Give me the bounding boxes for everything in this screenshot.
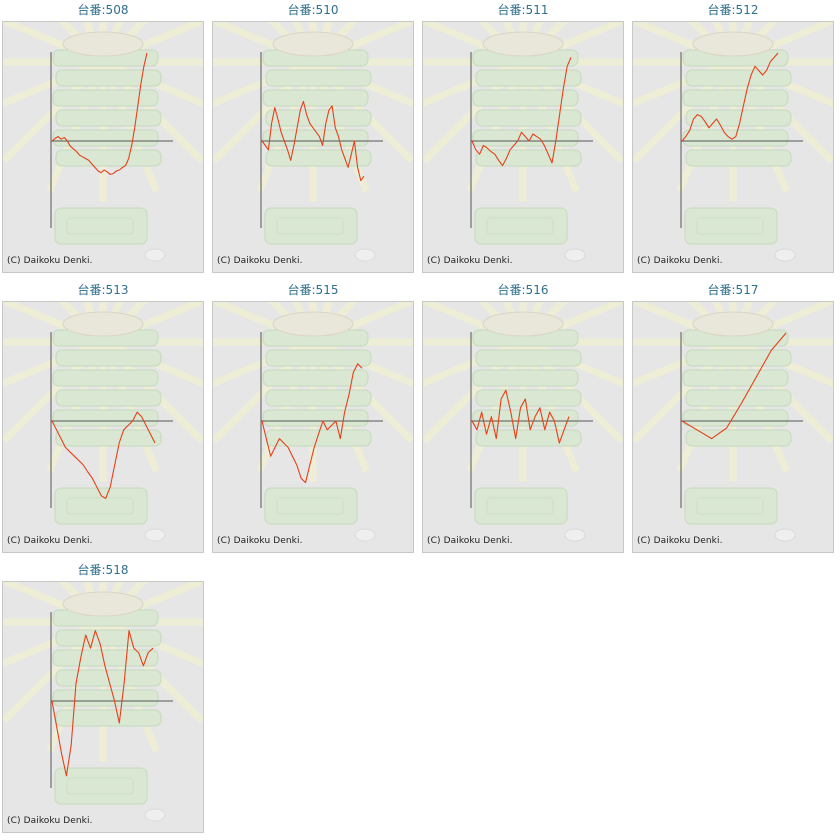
chart-panel: (C) Daikoku Denki.: [212, 301, 414, 553]
chart-title[interactable]: 台番:511: [497, 3, 549, 17]
copyright-text: (C) Daikoku Denki.: [427, 536, 513, 546]
chart-panel: (C) Daikoku Denki.: [2, 581, 204, 833]
series-line: [681, 332, 787, 440]
copyright-text: (C) Daikoku Denki.: [7, 256, 93, 266]
chart-cell: 台番:510 (C) Daikoku Denki.: [210, 0, 416, 276]
chart-svg: [213, 302, 413, 542]
chart-title[interactable]: 台番:512: [707, 3, 759, 17]
copyright-text: (C) Daikoku Denki.: [217, 256, 303, 266]
chart-cell: 台番:518 (C) Daikoku Denki.: [0, 560, 206, 836]
series-line: [51, 411, 156, 499]
chart-svg: [633, 22, 833, 262]
chart-cell: 台番:517 (C) Daikoku Denki.: [630, 280, 836, 556]
chart-title[interactable]: 台番:510: [287, 3, 339, 17]
chart-title[interactable]: 台番:513: [77, 283, 129, 297]
chart-panel: (C) Daikoku Denki.: [632, 21, 834, 273]
copyright-text: (C) Daikoku Denki.: [427, 256, 513, 266]
chart-cell: 台番:513 (C) Daikoku Denki.: [0, 280, 206, 556]
background-art: [633, 22, 833, 262]
copyright-text: (C) Daikoku Denki.: [637, 536, 723, 546]
background-art: [3, 582, 203, 822]
series-line: [51, 630, 154, 777]
chart-title[interactable]: 台番:516: [497, 283, 549, 297]
background-art: [423, 302, 623, 542]
chart-svg: [3, 22, 203, 262]
chart-svg: [423, 302, 623, 542]
background-art: [3, 302, 203, 542]
chart-title[interactable]: 台番:515: [287, 283, 339, 297]
series-line: [471, 389, 570, 444]
chart-cell: 台番:515 (C) Daikoku Denki.: [210, 280, 416, 556]
chart-panel: (C) Daikoku Denki.: [422, 21, 624, 273]
background-art: [213, 302, 413, 542]
chart-panel: (C) Daikoku Denki.: [2, 301, 204, 553]
series-line: [51, 52, 148, 175]
background-art: [633, 302, 833, 542]
chart-cell: 台番:512 (C) Daikoku Denki.: [630, 0, 836, 276]
background-art: [3, 22, 203, 262]
chart-cell: 台番:511 (C) Daikoku Denki.: [420, 0, 626, 276]
chart-title[interactable]: 台番:508: [77, 3, 129, 17]
chart-panel: (C) Daikoku Denki.: [632, 301, 834, 553]
chart-panel: (C) Daikoku Denki.: [212, 21, 414, 273]
chart-cell: 台番:516 (C) Daikoku Denki.: [420, 280, 626, 556]
copyright-text: (C) Daikoku Denki.: [217, 536, 303, 546]
chart-svg: [3, 582, 203, 822]
series-line: [261, 363, 363, 484]
copyright-text: (C) Daikoku Denki.: [7, 536, 93, 546]
chart-title[interactable]: 台番:517: [707, 283, 759, 297]
chart-svg: [633, 302, 833, 542]
series-line: [471, 57, 572, 167]
background-art: [423, 22, 623, 262]
chart-svg: [213, 22, 413, 262]
chart-cell: 台番:508 (C) Daikoku Denki.: [0, 0, 206, 276]
chart-svg: [423, 22, 623, 262]
series-line: [261, 100, 365, 182]
copyright-text: (C) Daikoku Denki.: [637, 256, 723, 266]
series-line: [681, 52, 779, 142]
chart-panel: (C) Daikoku Denki.: [422, 301, 624, 553]
background-art: [213, 22, 413, 262]
chart-panel: (C) Daikoku Denki.: [2, 21, 204, 273]
chart-title[interactable]: 台番:518: [77, 563, 129, 577]
chart-svg: [3, 302, 203, 542]
copyright-text: (C) Daikoku Denki.: [7, 816, 93, 826]
